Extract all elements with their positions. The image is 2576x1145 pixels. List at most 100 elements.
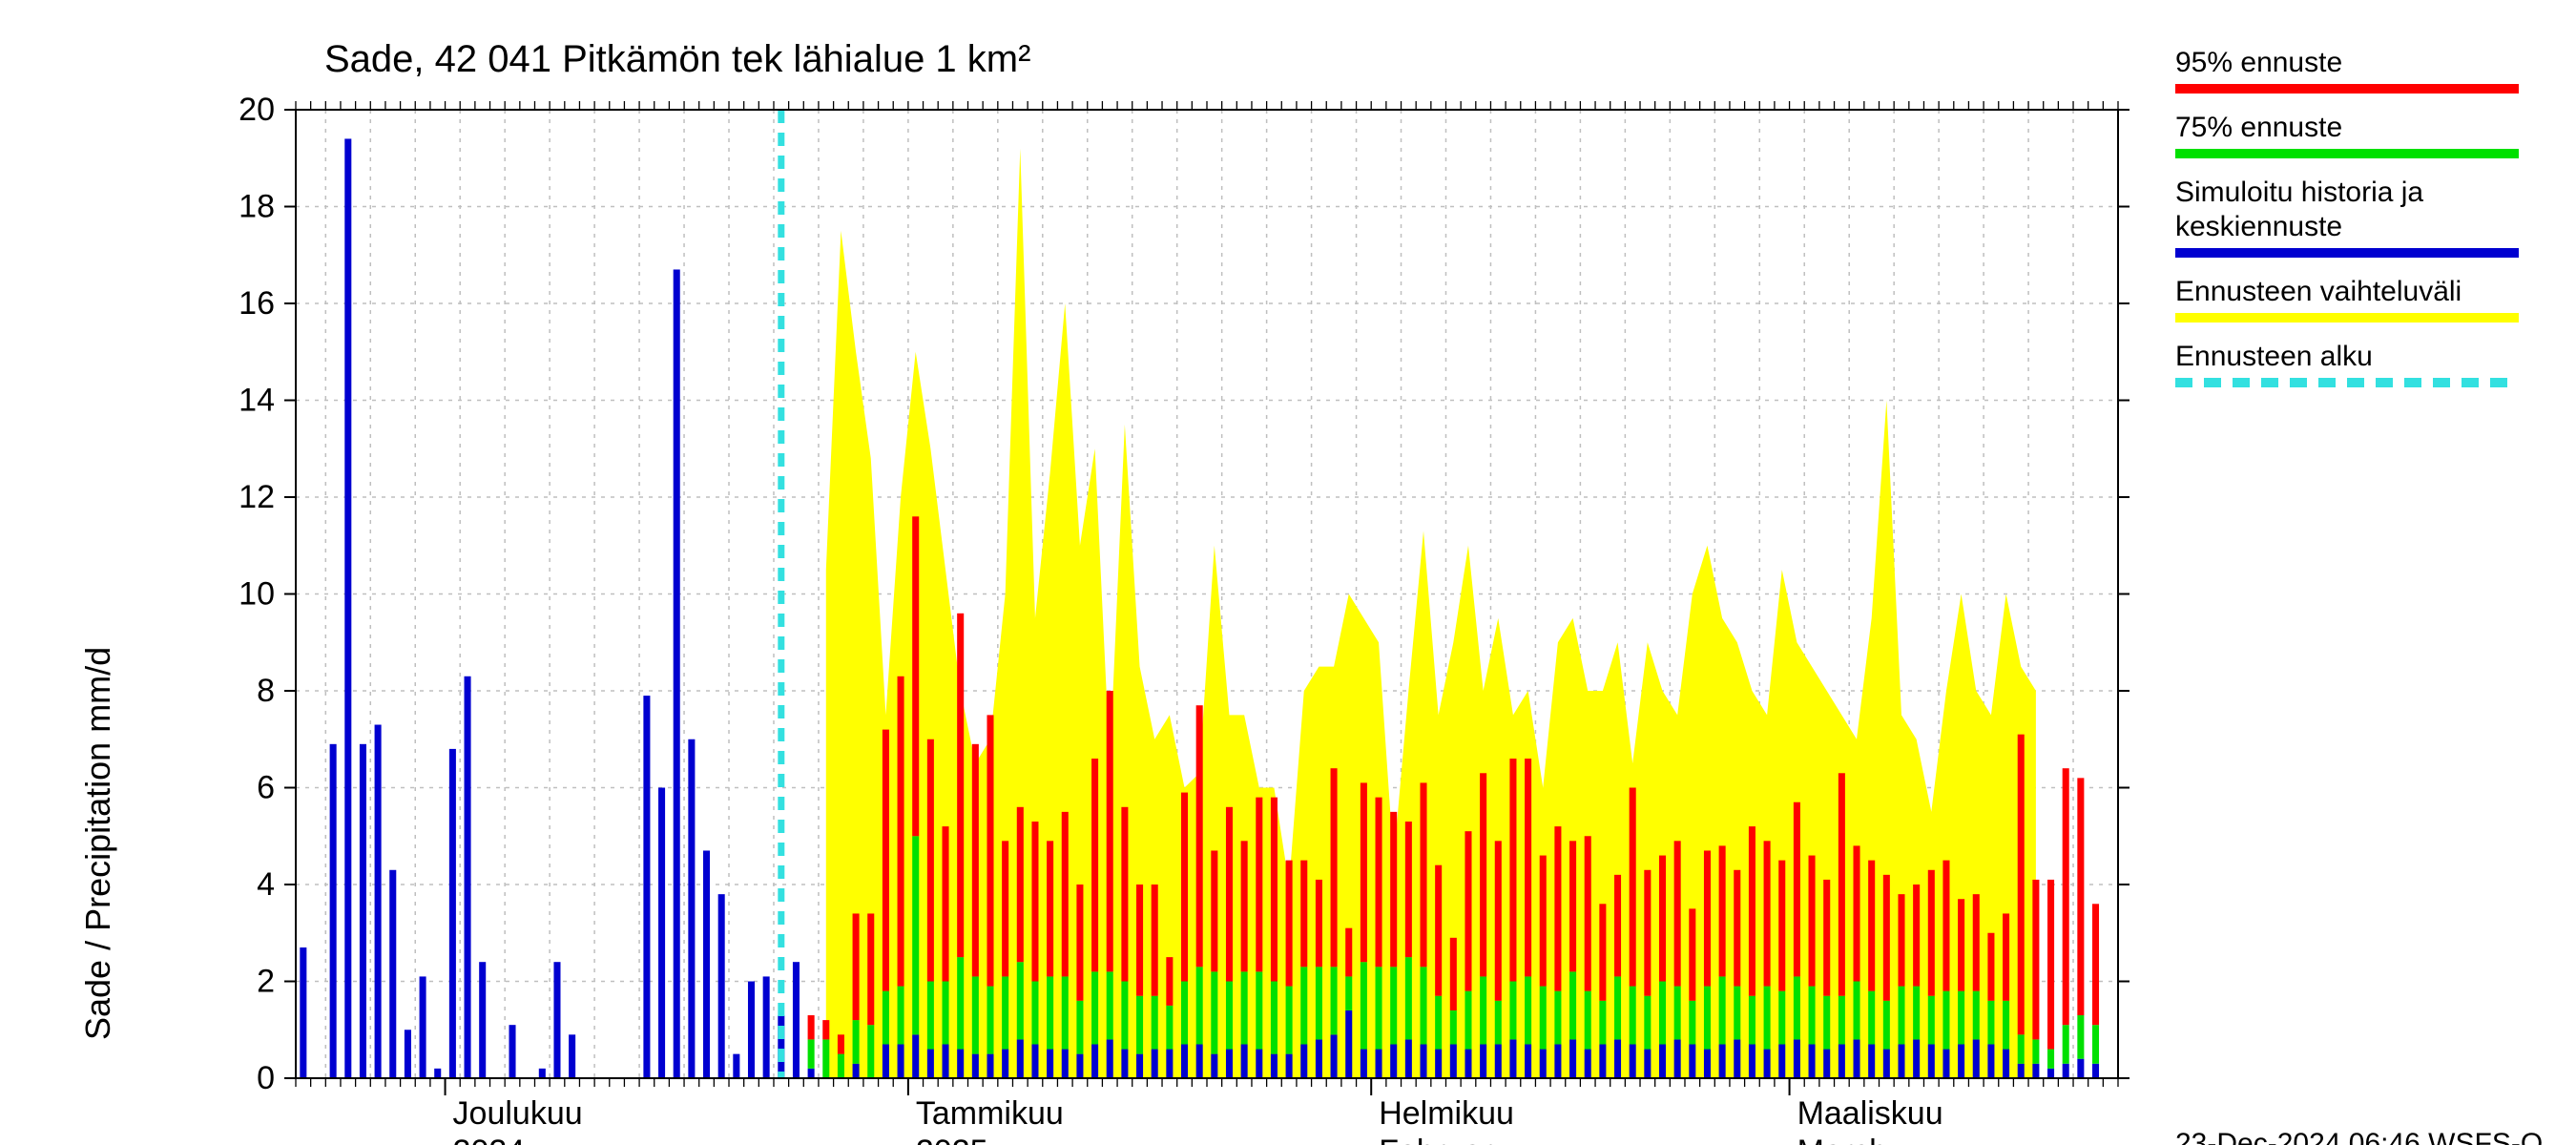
bar-segment bbox=[972, 976, 979, 1053]
bar-segment bbox=[2077, 1015, 2084, 1059]
bar-segment bbox=[1271, 1054, 1278, 1078]
bar-segment bbox=[1495, 1001, 1502, 1045]
bar-segment bbox=[987, 1054, 993, 1078]
bar-segment bbox=[1764, 1050, 1771, 1078]
y-tick-label: 4 bbox=[257, 866, 275, 903]
bar-segment bbox=[1002, 841, 1008, 976]
bar-segment bbox=[1630, 987, 1636, 1045]
bar-segment bbox=[1121, 807, 1128, 982]
chart-svg: 02468101214161820Joulukuu2024Tammikuu202… bbox=[0, 0, 2576, 1145]
bar-segment bbox=[1973, 991, 1980, 1040]
bar-segment bbox=[1704, 850, 1711, 986]
bar-segment bbox=[1599, 1001, 1606, 1045]
bar-segment bbox=[1585, 1050, 1591, 1078]
bar-segment bbox=[1913, 987, 1920, 1040]
bar-segment bbox=[808, 1069, 815, 1078]
bar-segment bbox=[1435, 865, 1442, 996]
bar-segment bbox=[1495, 1044, 1502, 1078]
bar-segment bbox=[2018, 1034, 2025, 1063]
bar-segment bbox=[1107, 1039, 1113, 1078]
bar-segment bbox=[838, 1034, 844, 1053]
bar-segment bbox=[1361, 962, 1367, 1049]
x-tick-label-top: Tammikuu bbox=[916, 1095, 1064, 1132]
bar-segment bbox=[1719, 1044, 1726, 1078]
bar-segment bbox=[1509, 1039, 1516, 1078]
legend-label: Ennusteen vaihteluväli bbox=[2175, 276, 2462, 307]
bar-segment bbox=[733, 1054, 739, 1078]
bar-segment bbox=[1958, 1044, 1964, 1078]
bar-segment bbox=[1047, 1050, 1053, 1078]
bar-segment bbox=[2003, 1001, 2009, 1050]
bar-segment bbox=[1062, 976, 1069, 1049]
bar-segment bbox=[1749, 1044, 1755, 1078]
bar-segment bbox=[2077, 1059, 2084, 1078]
bar-segment bbox=[360, 744, 366, 1078]
bar-segment bbox=[853, 1020, 860, 1064]
bar-segment bbox=[1076, 1001, 1083, 1054]
bar-segment bbox=[1405, 957, 1412, 1039]
bar-segment bbox=[1809, 1044, 1816, 1078]
x-tick-label-bottom: March bbox=[1797, 1134, 1887, 1145]
bar-segment bbox=[1241, 971, 1248, 1044]
bar-segment bbox=[1630, 1044, 1636, 1078]
bar-segment bbox=[2032, 1039, 2039, 1063]
bar-segment bbox=[1376, 967, 1382, 1049]
bar-segment bbox=[2092, 1025, 2099, 1064]
bar-segment bbox=[1226, 982, 1233, 1050]
y-tick-label: 14 bbox=[239, 383, 275, 419]
bar-segment bbox=[1898, 894, 1904, 986]
bar-segment bbox=[1450, 1010, 1457, 1045]
bar-segment bbox=[1062, 1050, 1069, 1078]
bar-segment bbox=[957, 1050, 964, 1078]
bar-segment bbox=[1913, 885, 1920, 987]
bar-segment bbox=[1300, 1044, 1307, 1078]
bar-segment bbox=[1644, 1050, 1651, 1078]
bar-segment bbox=[420, 976, 426, 1078]
bar-segment bbox=[943, 982, 949, 1045]
bar-segment bbox=[1823, 880, 1830, 996]
bars bbox=[300, 138, 2099, 1078]
y-tick-label: 20 bbox=[239, 92, 275, 128]
bar-segment bbox=[1674, 841, 1681, 986]
bar-segment bbox=[658, 788, 665, 1079]
bar-segment bbox=[1689, 1044, 1695, 1078]
bar-segment bbox=[1196, 705, 1203, 967]
bar-segment bbox=[1868, 1044, 1875, 1078]
bar-segment bbox=[1196, 967, 1203, 1044]
bar-segment bbox=[1152, 885, 1158, 996]
bar-segment bbox=[1809, 987, 1816, 1045]
bar-segment bbox=[1316, 1039, 1322, 1078]
bar-segment bbox=[330, 744, 337, 1078]
bar-segment bbox=[344, 138, 351, 1078]
bar-segment bbox=[1480, 773, 1486, 976]
bar-segment bbox=[1435, 1050, 1442, 1078]
bar-segment bbox=[1749, 826, 1755, 996]
bar-segment bbox=[1839, 996, 1845, 1045]
bar-segment bbox=[1883, 875, 1890, 1001]
bar-segment bbox=[1704, 1050, 1711, 1078]
bar-segment bbox=[927, 1050, 934, 1078]
bar-segment bbox=[1017, 807, 1024, 962]
bar-segment bbox=[912, 516, 919, 836]
bar-segment bbox=[1823, 996, 1830, 1050]
bar-segment bbox=[1599, 904, 1606, 1001]
bar-segment bbox=[1854, 982, 1860, 1040]
bar-segment bbox=[1554, 991, 1561, 1045]
bar-segment bbox=[1554, 1044, 1561, 1078]
bar-segment bbox=[1196, 1044, 1203, 1078]
bar-segment bbox=[1181, 982, 1188, 1045]
bar-segment bbox=[1987, 1001, 1994, 1045]
bar-segment bbox=[1883, 1050, 1890, 1078]
bar-segment bbox=[1031, 982, 1038, 1045]
bar-segment bbox=[2047, 1050, 2054, 1069]
x-tick-label-bottom: 2025 bbox=[916, 1134, 988, 1145]
bar-segment bbox=[1286, 1054, 1293, 1078]
bar-segment bbox=[1271, 798, 1278, 982]
bar-segment bbox=[1316, 880, 1322, 967]
bar-segment bbox=[1256, 971, 1262, 1049]
bar-segment bbox=[1136, 885, 1143, 996]
bar-segment bbox=[1390, 967, 1397, 1044]
bar-segment bbox=[927, 982, 934, 1050]
bar-segment bbox=[1211, 850, 1217, 971]
bar-segment bbox=[1062, 812, 1069, 977]
